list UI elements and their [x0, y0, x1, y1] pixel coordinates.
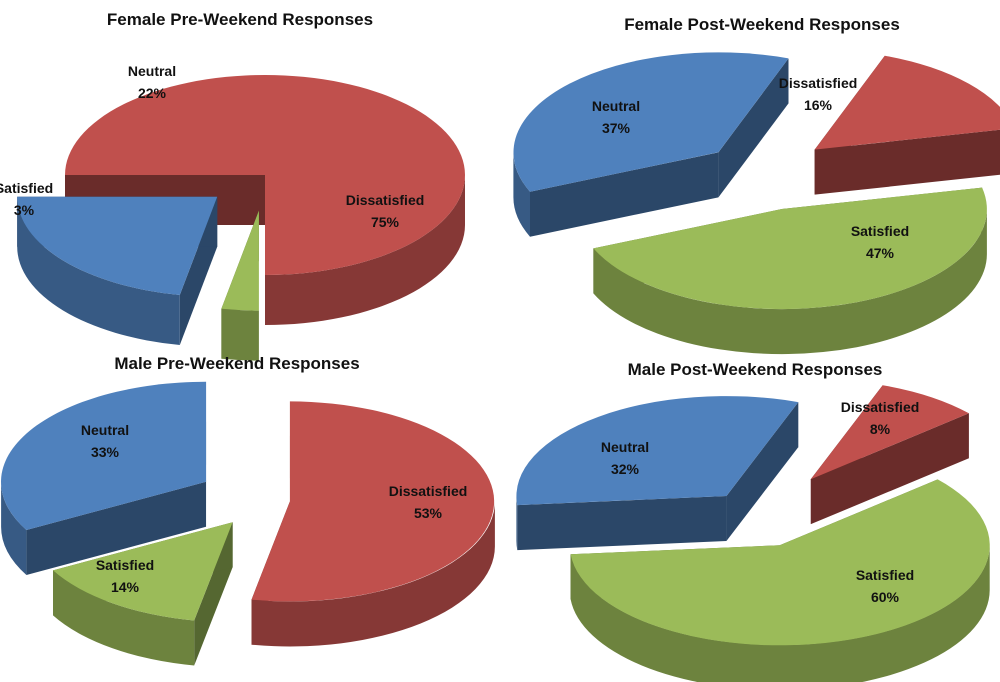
slice-side-face [530, 152, 719, 237]
slice-value-neutral: 32% [611, 461, 640, 477]
slice-outer-wall [1, 481, 27, 575]
pie-slice-dissatisfied [814, 55, 1000, 150]
chart-female-post: Dissatisfied 16% Satisfied 47% Neutral 37% Fe… [513, 15, 1000, 355]
slice-label-dissatisfied: Dissatisfied [389, 483, 468, 499]
slice-outer-wall [570, 545, 990, 682]
slice-label-dissatisfied: Dissatisfied [841, 399, 920, 415]
chart-title: Male Post-Weekend Responses [628, 360, 883, 379]
slice-label-dissatisfied: Dissatisfied [779, 75, 858, 91]
pie-slice-dissatisfied [251, 401, 495, 602]
slice-value-neutral: 33% [91, 444, 120, 460]
slice-label-satisfied: Satisfied [851, 223, 909, 239]
slice-outer-wall [251, 501, 495, 647]
slice-outer-wall [53, 570, 195, 666]
pie-slice-neutral [513, 52, 789, 192]
chart-male-post: Dissatisfied 8% Satisfied 60% Neutral 32% Mal… [516, 360, 990, 682]
chart-title: Female Post-Weekend Responses [624, 15, 900, 34]
slice-outer-wall [513, 152, 530, 237]
chart-female-pre: Dissatisfied 75% Satisfied 3% Neutral 22% Fem… [0, 10, 465, 361]
slice-outer-wall [593, 209, 987, 355]
slice-value-satisfied: 60% [871, 589, 900, 605]
slice-label-satisfied: Satisfied [856, 567, 914, 583]
slice-value-dissatisfied: 75% [371, 214, 400, 230]
pie-slice-satisfied [593, 187, 987, 310]
slice-outer-wall [221, 308, 259, 361]
slice-outer-wall [17, 196, 180, 345]
chart-male-pre: Dissatisfied 53% Satisfied 14% Neutral 33% Ma… [1, 354, 495, 666]
pie-slice-neutral [516, 396, 799, 506]
slice-value-satisfied: 3% [14, 202, 35, 218]
pie-slice-satisfied [53, 522, 233, 621]
slice-side-face [810, 413, 969, 525]
slice-label-neutral: Neutral [601, 439, 649, 455]
slice-side-face [26, 481, 207, 575]
pie-slice-dissatisfied [810, 385, 969, 480]
slice-value-satisfied: 47% [866, 245, 895, 261]
slice-value-neutral: 37% [602, 120, 631, 136]
slice-value-neutral: 22% [138, 85, 167, 101]
slice-label-satisfied: Satisfied [96, 557, 154, 573]
chart-title: Female Pre-Weekend Responses [107, 10, 373, 29]
slice-label-dissatisfied: Dissatisfied [346, 192, 425, 208]
slice-side-face [726, 402, 799, 542]
slice-side-face [517, 496, 727, 551]
pie-slice-neutral [1, 381, 207, 530]
pie-slice-satisfied [570, 479, 990, 646]
pie-slice-dissatisfied [65, 75, 465, 275]
pie-slice-neutral [17, 196, 218, 295]
slice-label-neutral: Neutral [128, 63, 176, 79]
slice-value-dissatisfied: 8% [870, 421, 891, 437]
slice-label-neutral: Neutral [592, 98, 640, 114]
slice-label-satisfied: Satisfied [0, 180, 53, 196]
slice-value-satisfied: 14% [111, 579, 140, 595]
slice-side-face [814, 129, 1000, 195]
slice-value-dissatisfied: 53% [414, 505, 443, 521]
slice-label-neutral: Neutral [81, 422, 129, 438]
chart-title: Male Pre-Weekend Responses [114, 354, 359, 373]
slice-outer-wall [516, 496, 518, 551]
slice-value-dissatisfied: 16% [804, 97, 833, 113]
pie-slice-satisfied [221, 210, 259, 311]
slice-outer-wall [265, 175, 465, 325]
slice-side-face [718, 58, 789, 198]
